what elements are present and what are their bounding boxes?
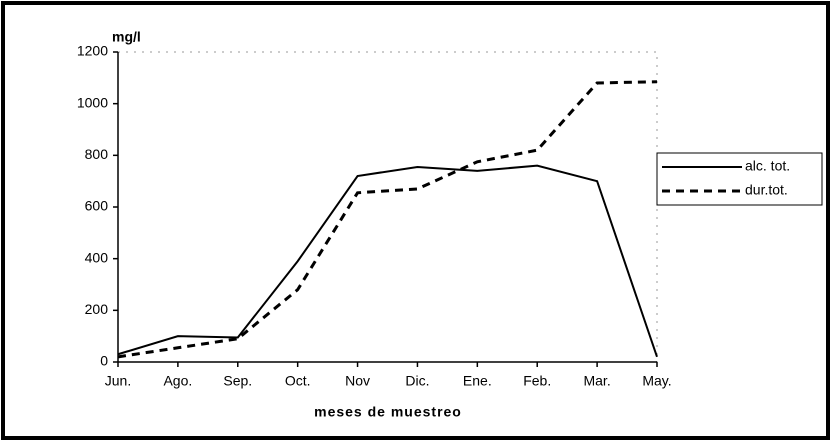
legend-label: alc. tot. xyxy=(745,158,790,174)
x-axis-label: meses de muestreo xyxy=(314,404,462,420)
y-tick-label: 0 xyxy=(100,353,108,369)
y-tick-label: 1000 xyxy=(77,94,108,110)
x-tick-label: Dic. xyxy=(405,373,429,389)
legend-box xyxy=(656,152,823,206)
x-tick-label: May. xyxy=(642,373,671,389)
x-tick-label: Feb. xyxy=(523,373,551,389)
line xyxy=(117,80,658,359)
plot-border xyxy=(118,51,658,362)
y-tick-label: 600 xyxy=(85,198,109,214)
x-tick-label: Nov xyxy=(345,373,370,389)
x-tick-label: Jun. xyxy=(105,373,131,389)
x-tick-label: Ago. xyxy=(163,373,192,389)
y-axis-label: mg/l xyxy=(112,29,141,45)
x-tick-label: Mar. xyxy=(583,373,610,389)
legend-label: dur.tot. xyxy=(745,182,788,198)
x-tick-label: Sep. xyxy=(223,373,252,389)
x-tick-label: Oct. xyxy=(285,373,311,389)
y-tick-label: 200 xyxy=(85,301,109,317)
y-tick-label: 800 xyxy=(85,146,109,162)
x-tick-label: Ene. xyxy=(463,373,492,389)
line xyxy=(117,164,658,358)
y-tick-label: 1200 xyxy=(77,43,108,59)
y-tick-label: 400 xyxy=(85,249,109,265)
